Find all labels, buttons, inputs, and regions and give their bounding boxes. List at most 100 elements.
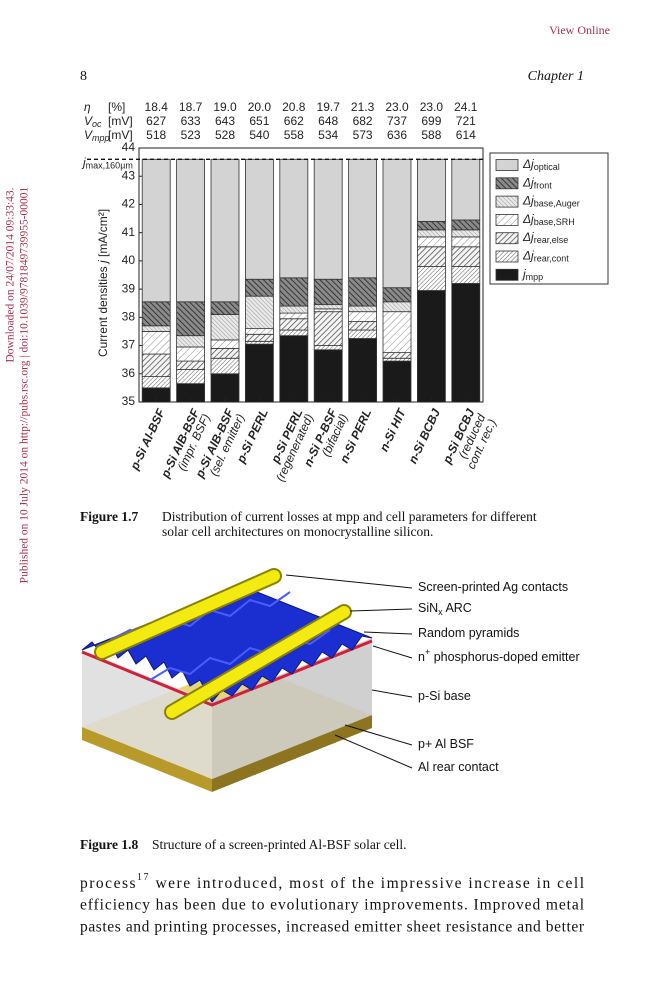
x-tick-label: n-Si BCBJ [406, 406, 444, 465]
bar-segment [451, 229, 481, 238]
bar-segment [244, 158, 274, 280]
parameter-value: 540 [249, 128, 269, 142]
parameter-value: 21.3 [351, 100, 375, 114]
bar-segment [141, 325, 171, 332]
parameter-value: 651 [249, 114, 269, 128]
rear-contact-side [212, 715, 372, 792]
diagram-label: Screen-printed Ag contacts [418, 580, 568, 594]
diagram-label-text: SiN [418, 601, 438, 615]
legend-swatch [495, 250, 519, 263]
parameter-value: 737 [387, 114, 407, 128]
bar-segment [279, 318, 309, 331]
bar-segment [176, 369, 206, 385]
legend-swatch [495, 195, 519, 208]
y-tick-label: 41 [122, 225, 136, 239]
emitter-edge [81, 639, 373, 707]
parameter-unit: [mV] [108, 114, 133, 128]
chart: 35 36 37 38 39 40 41 42 43 44 Current densities j … [81, 100, 609, 484]
parameter-value: 614 [456, 128, 476, 142]
legend-label: Δjrear,cont [522, 249, 569, 264]
parameter-value: 24.1 [454, 100, 478, 114]
bar-segment [279, 305, 309, 314]
legend-name: Δj [522, 212, 534, 226]
bar-segment [313, 349, 343, 403]
diagram-label-subscript: x [438, 607, 443, 617]
bar-segment [176, 301, 206, 337]
parameter-value: 18.7 [179, 100, 203, 114]
bar-segment [348, 329, 378, 339]
leader-line [334, 734, 413, 769]
bar-segment [176, 346, 206, 362]
bar-segment [348, 311, 378, 322]
parameter-value: 18.4 [145, 100, 169, 114]
parameter-unit: [%] [108, 100, 125, 114]
bar-segment [416, 158, 446, 222]
parameter-value: 636 [387, 128, 407, 142]
parameter-value: 19.7 [317, 100, 341, 114]
figure-label: Figure 1.8 [80, 837, 138, 852]
bar-segment [210, 347, 240, 359]
parameter-symbol-main: η [84, 100, 91, 114]
watermark-published: Published on 10 July 2014 on http://pubs… [19, 186, 31, 583]
bar-segment [382, 301, 412, 313]
y-label-symbol: j [96, 260, 110, 265]
legend-name: Δj [522, 194, 534, 208]
parameter-subscript: oc [92, 119, 102, 129]
parameter-value: 648 [318, 114, 338, 128]
rear-contact-front [82, 727, 212, 792]
bar-segment [382, 360, 412, 403]
footnote-ref[interactable]: 17 [137, 872, 149, 883]
bar-segment [210, 373, 240, 403]
legend-label: Δjoptical [522, 157, 560, 172]
bar-segment [451, 246, 481, 267]
parameter-symbol: η [84, 100, 91, 114]
bar-segment [176, 335, 206, 348]
diagram-label: Al rear contact [418, 760, 499, 774]
bar-segment [176, 360, 206, 370]
view-online-link[interactable]: View Online [549, 23, 610, 37]
diagram-label-text: p-Si base [418, 689, 471, 703]
body-word: process [80, 875, 136, 892]
y-tick-label: 39 [122, 281, 136, 295]
diagram-label-text: phosphorus-doped emitter [430, 650, 579, 664]
legend-subscript: rear,else [534, 236, 569, 246]
category-label: n-Si HIT [377, 405, 410, 454]
figure-caption-line: Distribution of current losses at mpp an… [162, 509, 537, 524]
parameter-value: 573 [353, 128, 373, 142]
bar-segment [313, 308, 343, 313]
bar-segment [244, 333, 274, 342]
legend-name: Δj [522, 249, 534, 263]
figure-caption: Structure of a screen-printed Al-BSF sol… [152, 837, 407, 852]
parameter-value: 558 [284, 128, 304, 142]
page-number: 8 [80, 69, 87, 84]
leader-line [363, 631, 413, 635]
y-tick-label: 44 [122, 140, 136, 154]
bar-segment [313, 278, 343, 306]
parameter-value: 23.0 [420, 100, 444, 114]
parameter-value: 23.0 [385, 100, 409, 114]
bar-segment [141, 376, 171, 389]
bar-segment [313, 304, 343, 310]
bar-segment [416, 246, 446, 267]
y-label-unit: [mA/cm²] [96, 209, 110, 257]
bar-segment [451, 219, 481, 231]
y-label-text: Current densities [96, 266, 110, 357]
parameter-unit: [mV] [108, 128, 133, 142]
bar-segment [279, 277, 309, 307]
bar-segment [210, 357, 240, 375]
bar-segment [244, 295, 274, 330]
legend-label: Δjfront [522, 175, 552, 190]
y-tick-label: 35 [122, 394, 136, 408]
solar-cell-diagram [81, 568, 413, 792]
leader-line [285, 574, 413, 589]
parameter-value: 588 [421, 128, 441, 142]
bar-segment [141, 301, 171, 327]
parameter-value: 633 [181, 114, 201, 128]
legend-swatch [495, 177, 519, 190]
parameter-value: 20.8 [282, 100, 306, 114]
diagram-label-text: Screen-printed Ag contacts [418, 580, 568, 594]
x-tick-label: p-Si Al-BSF [127, 406, 168, 473]
bar-segment [141, 353, 171, 377]
figure-label: Figure 1.7 [80, 509, 138, 524]
